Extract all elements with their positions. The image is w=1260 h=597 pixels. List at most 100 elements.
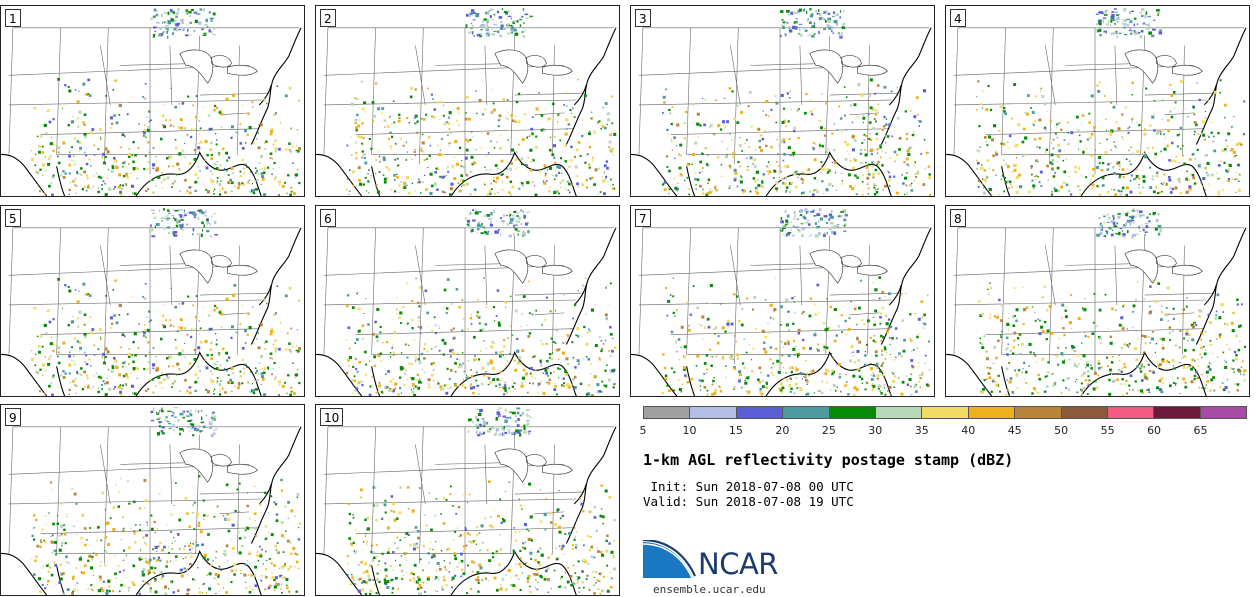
reflectivity-cell: [793, 211, 796, 214]
reflectivity-cell: [711, 392, 715, 396]
reflectivity-cell: [178, 224, 183, 226]
reflectivity-cell: [469, 12, 473, 16]
reflectivity-cell: [1230, 321, 1234, 325]
reflectivity-cell: [465, 376, 469, 380]
reflectivity-cell: [244, 342, 247, 344]
reflectivity-cell: [814, 234, 819, 238]
reflectivity-cell: [258, 124, 260, 126]
reflectivity-cell: [249, 390, 252, 393]
reflectivity-cell: [524, 374, 528, 377]
reflectivity-cell: [831, 132, 834, 135]
reflectivity-cell: [526, 136, 529, 139]
reflectivity-cell: [115, 121, 119, 125]
reflectivity-cell: [488, 218, 492, 220]
reflectivity-cell: [788, 329, 790, 331]
reflectivity-cell: [188, 191, 192, 195]
reflectivity-cell: [1120, 383, 1123, 386]
reflectivity-cell: [123, 361, 126, 364]
reflectivity-cell: [83, 313, 87, 317]
reflectivity-cell: [274, 112, 278, 115]
reflectivity-cell: [1149, 124, 1152, 127]
reflectivity-cell: [1109, 368, 1112, 372]
reflectivity-cell: [121, 333, 125, 337]
reflectivity-cell: [833, 232, 837, 235]
reflectivity-cell: [786, 340, 790, 344]
reflectivity-cell: [244, 129, 247, 133]
reflectivity-cell: [445, 121, 449, 124]
reflectivity-cell: [554, 348, 557, 351]
reflectivity-cell: [143, 367, 146, 371]
reflectivity-cell: [975, 96, 977, 98]
reflectivity-cell: [405, 369, 407, 372]
reflectivity-cell: [793, 129, 796, 133]
reflectivity-cell: [868, 170, 870, 173]
panel-map: [316, 8, 617, 196]
reflectivity-cell: [1068, 321, 1072, 325]
reflectivity-cell: [424, 371, 426, 373]
reflectivity-cell: [1157, 188, 1160, 190]
reflectivity-cell: [813, 215, 817, 217]
reflectivity-cell: [779, 324, 782, 326]
reflectivity-cell: [1140, 365, 1143, 368]
reflectivity-cell: [170, 215, 175, 217]
reflectivity-cell: [1128, 149, 1130, 152]
reflectivity-cell: [790, 109, 792, 111]
reflectivity-cell: [895, 337, 898, 340]
reflectivity-cell: [492, 108, 496, 112]
reflectivity-cell: [509, 213, 512, 217]
reflectivity-cell: [151, 228, 154, 232]
reflectivity-cell: [754, 189, 758, 193]
reflectivity-cell: [843, 230, 847, 233]
reflectivity-cell: [147, 141, 150, 144]
reflectivity-cell: [1003, 110, 1006, 113]
reflectivity-cell: [489, 140, 492, 143]
reflectivity-cell: [447, 166, 449, 168]
reflectivity-cell: [822, 168, 826, 171]
reflectivity-cell: [350, 154, 353, 157]
reflectivity-cell: [1131, 81, 1134, 85]
reflectivity-cell: [474, 355, 476, 357]
reflectivity-cell: [1081, 342, 1083, 344]
reflectivity-cell: [860, 377, 864, 381]
reflectivity-cell: [475, 208, 477, 212]
reflectivity-cell: [702, 338, 704, 340]
reflectivity-cell: [1228, 348, 1231, 350]
reflectivity-cell: [238, 551, 242, 555]
reflectivity-cell: [845, 96, 848, 98]
reflectivity-cell: [777, 371, 781, 375]
reflectivity-cell: [876, 152, 879, 154]
reflectivity-cell: [1236, 303, 1239, 306]
reflectivity-cell: [216, 180, 219, 182]
reflectivity-cell: [442, 114, 445, 117]
reflectivity-cell: [1005, 367, 1009, 371]
reflectivity-cell: [923, 138, 926, 141]
reflectivity-cell: [546, 381, 548, 384]
reflectivity-cell: [1038, 332, 1042, 336]
reflectivity-cell: [746, 297, 749, 300]
reflectivity-cell: [1134, 380, 1137, 383]
reflectivity-cell: [1065, 347, 1067, 349]
reflectivity-cell: [469, 193, 472, 196]
reflectivity-cell: [821, 380, 824, 382]
reflectivity-cell: [1106, 221, 1110, 223]
reflectivity-cell: [696, 122, 700, 126]
reflectivity-cell: [1065, 158, 1067, 160]
reflectivity-cell: [398, 184, 401, 187]
reflectivity-cell: [226, 159, 229, 162]
reflectivity-cell: [1057, 189, 1060, 193]
reflectivity-cell: [852, 351, 854, 353]
reflectivity-cell: [1060, 352, 1064, 356]
reflectivity-cell: [74, 378, 76, 380]
reflectivity-cell: [876, 374, 880, 377]
reflectivity-cell: [661, 111, 664, 114]
reflectivity-cell: [787, 310, 790, 313]
reflectivity-cell: [445, 391, 449, 395]
reflectivity-cell: [843, 223, 847, 226]
reflectivity-cell: [922, 183, 926, 186]
reflectivity-cell: [1151, 355, 1153, 357]
reflectivity-cell: [251, 183, 254, 185]
reflectivity-cell: [1219, 79, 1222, 82]
reflectivity-cell: [765, 100, 769, 104]
reflectivity-cell: [1086, 361, 1088, 363]
reflectivity-cell: [465, 173, 468, 177]
